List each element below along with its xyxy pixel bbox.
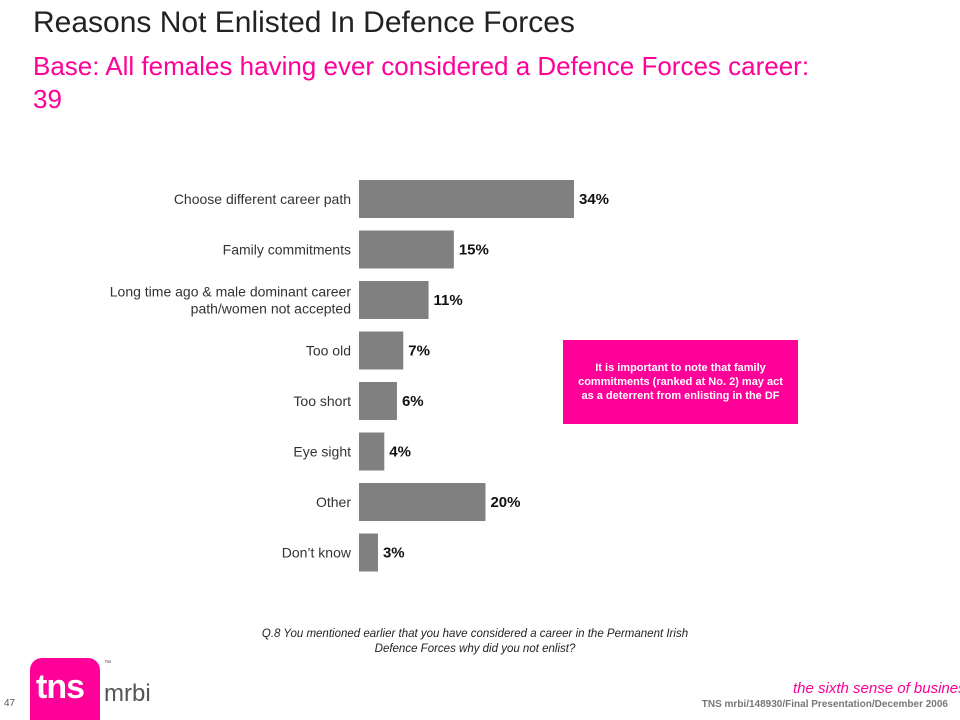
bar (359, 382, 397, 420)
bar (359, 483, 486, 521)
category-label: Eye sight (293, 444, 351, 460)
value-label: 7% (408, 343, 430, 360)
value-label: 11% (434, 292, 463, 309)
footer-reference: TNS mrbi/148930/Final Presentation/Decem… (701, 699, 948, 710)
bar (359, 331, 404, 370)
page-number: 47 (4, 698, 16, 709)
tns-mrbi-logo: tns ™ mrbi (22, 658, 162, 720)
value-label: 15% (459, 242, 489, 259)
logo-tns-text: tns (36, 668, 85, 706)
callout-text: It is important to note that family comm… (578, 362, 783, 402)
category-label: Choose different career path (174, 191, 351, 207)
value-label: 20% (490, 494, 520, 511)
category-label: Don’t know (282, 545, 352, 561)
category-label: Other (316, 494, 351, 510)
bar (359, 281, 429, 319)
bar (359, 432, 385, 471)
bar (359, 533, 378, 572)
category-label: Too old (306, 343, 351, 359)
tagline: the sixth sense of business™ (793, 680, 960, 697)
logo-trademark: ™ (104, 660, 111, 667)
bar (359, 180, 574, 218)
value-label: 3% (383, 545, 405, 562)
bar (359, 230, 454, 269)
callout-box: It is important to note that family comm… (563, 340, 798, 424)
value-label: 6% (402, 393, 424, 410)
logo-mrbi-text: mrbi (104, 680, 151, 707)
logo-block (30, 658, 100, 720)
question-note: Q.8 You mentioned earlier that you have … (261, 628, 689, 655)
page-title: Reasons Not Enlisted In Defence Forces (33, 6, 575, 39)
category-label: Too short (293, 393, 351, 409)
category-label: Family commitments (223, 242, 351, 258)
tagline-text: the sixth sense of business (793, 680, 960, 697)
value-label: 4% (389, 444, 411, 461)
value-label: 34% (579, 191, 609, 208)
category-label: Long time ago & male dominant career path… (110, 284, 352, 317)
bar-chart: 34% Choose different career path 15% Family… (110, 180, 609, 572)
page-subtitle: Base: All females having ever considered… (33, 51, 810, 114)
